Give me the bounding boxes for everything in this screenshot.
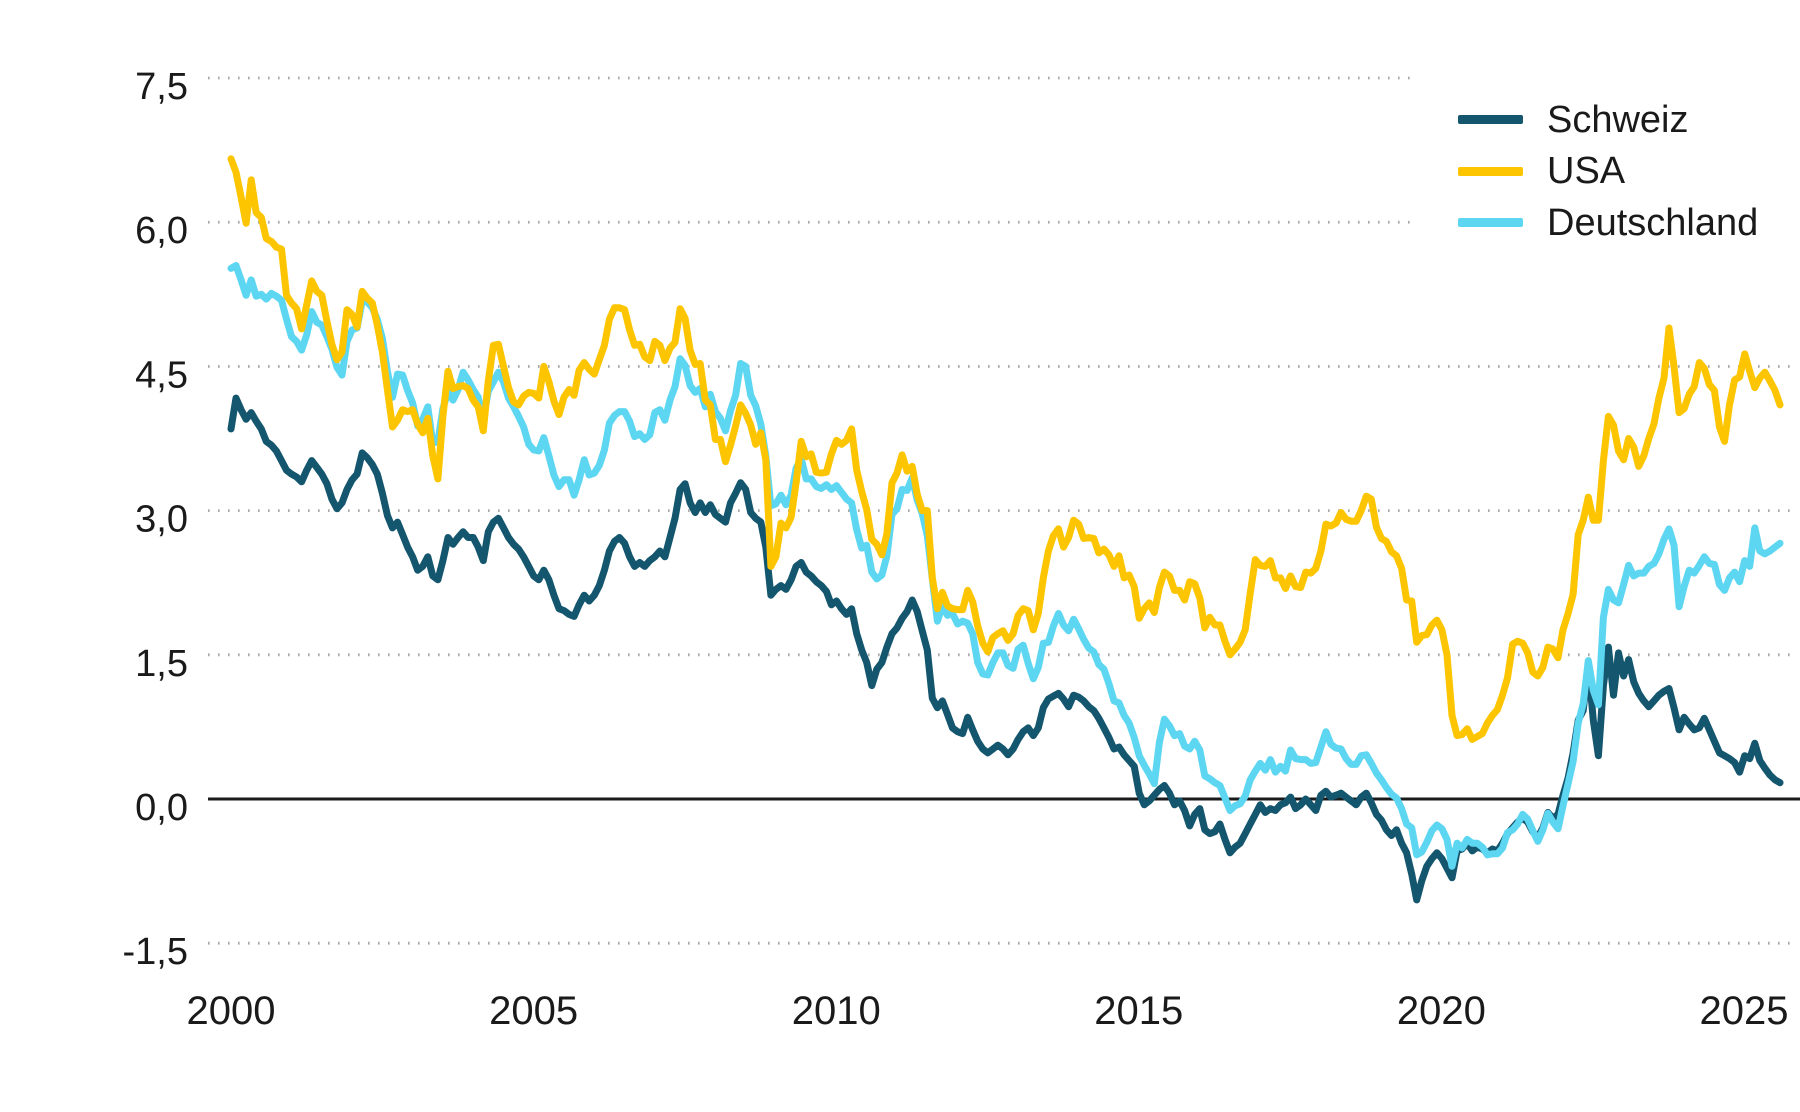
x-tick-label: 2000 — [187, 989, 276, 1033]
x-tick-label: 2020 — [1397, 989, 1486, 1033]
x-tick-label: 2015 — [1094, 989, 1183, 1033]
legend: Schweiz USA Deutschland — [1458, 94, 1758, 249]
x-tick-label: 2005 — [489, 989, 578, 1033]
x-tick-label: 2025 — [1700, 989, 1789, 1033]
legend-swatch-deutschland-line — [1458, 218, 1523, 228]
yield-line-chart: 7,5 6,0 4,5 3,0 1,5 0,0 -1,5 2000 2005 2010 2015 20… — [123, 66, 1800, 1033]
y-tick-label: 0,0 — [135, 787, 188, 829]
legend-label-schweiz: Schweiz — [1547, 98, 1689, 141]
y-tick-label: 6,0 — [135, 210, 188, 252]
legend-item-deutschland: Deutschland — [1458, 197, 1758, 249]
legend-label-deutschland: Deutschland — [1547, 201, 1759, 244]
series-line-deutschland — [227, 262, 1784, 870]
bond-yield-chart-figure: 7,5 6,0 4,5 3,0 1,5 0,0 -1,5 2000 2005 2010 2015 20… — [40, 16, 1800, 1096]
legend-label-usa: USA — [1547, 150, 1626, 193]
y-tick-label: 1,5 — [135, 643, 188, 685]
legend-item-schweiz: Schweiz — [1458, 94, 1758, 146]
y-tick-label: 3,0 — [135, 499, 188, 541]
y-tick-label: 7,5 — [135, 66, 188, 108]
y-tick-label: 4,5 — [135, 354, 188, 396]
legend-swatch-schweiz-line — [1458, 115, 1523, 125]
series-line-usa — [227, 155, 1784, 743]
y-tick-label: -1,5 — [123, 931, 188, 973]
legend-swatch-usa-line — [1458, 166, 1523, 176]
x-tick-label: 2010 — [792, 989, 881, 1033]
legend-item-usa: USA — [1458, 146, 1758, 198]
